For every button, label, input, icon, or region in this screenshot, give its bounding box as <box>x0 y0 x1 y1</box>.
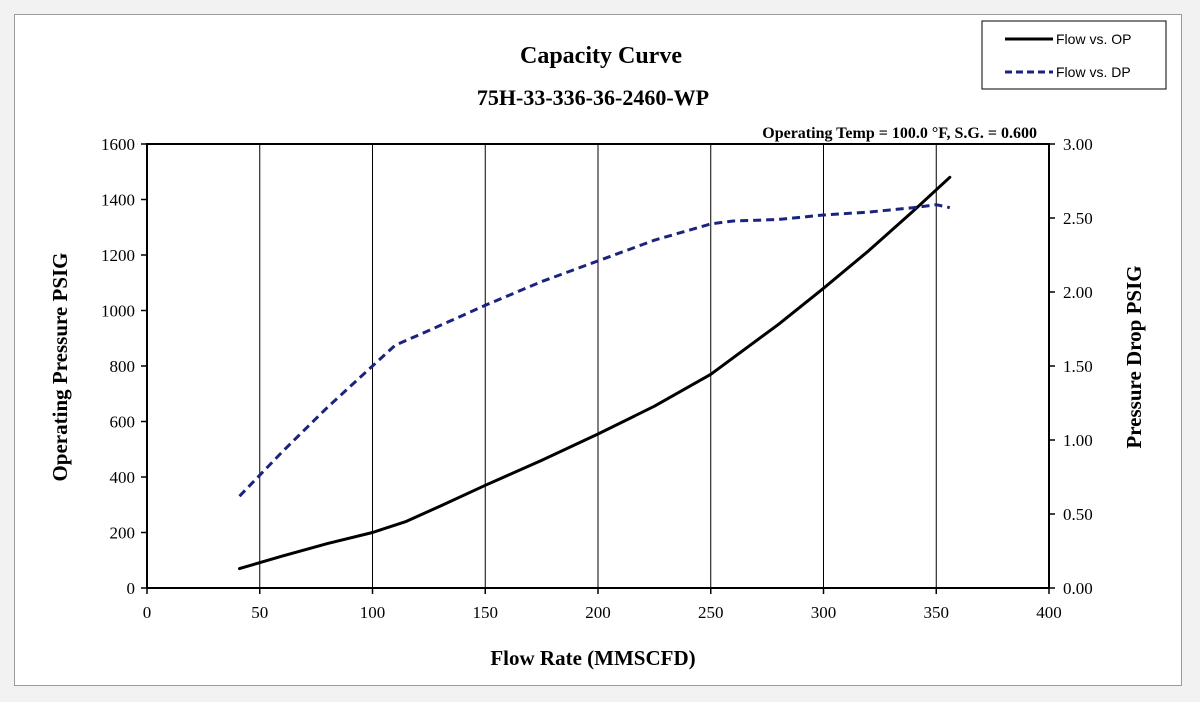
y-tick-label: 400 <box>110 468 136 487</box>
axis-ticks: 0 50 100 150 200 250 300 350 400 0 200 400 600 800 100… <box>101 135 1093 622</box>
grid-lines <box>259 144 937 588</box>
y-tick-label: 0 <box>127 579 136 598</box>
legend: Flow vs. OP Flow vs. DP <box>981 20 1167 90</box>
y2-tick-label: 1.50 <box>1063 357 1093 376</box>
y-tick-label: 1200 <box>101 246 135 265</box>
y-tick-label: 1600 <box>101 135 135 154</box>
y2-tick-label: 3.00 <box>1063 135 1093 154</box>
chart-subtitle: 75H-33-336-36-2460-WP <box>477 85 709 110</box>
x-tick-label: 150 <box>473 603 499 622</box>
y-tick-label: 800 <box>110 357 136 376</box>
x-tick-label: 0 <box>143 603 152 622</box>
x-axis-label: Flow Rate (MMSCFD) <box>490 646 695 670</box>
chart-frame: Capacity Curve 75H-33-336-36-2460-WP Ope… <box>14 14 1182 686</box>
y2-tick-label: 1.00 <box>1063 431 1093 450</box>
legend-label-flow-vs-op: Flow vs. OP <box>1056 31 1131 47</box>
y-tick-label: 600 <box>110 413 136 432</box>
y2-tick-label: 2.00 <box>1063 283 1093 302</box>
chart-title: Capacity Curve <box>520 43 682 69</box>
series-line-flow-vs-op <box>238 175 952 571</box>
series-line-flow-vs-dp <box>238 203 951 498</box>
x-tick-label: 50 <box>251 603 268 622</box>
operating-conditions-annotation: Operating Temp = 100.0 °F, S.G. = 0.600 <box>762 125 1037 142</box>
legend-box <box>981 20 1167 90</box>
x-tick-label: 100 <box>360 603 386 622</box>
x-tick-label: 350 <box>924 603 950 622</box>
y-tick-label: 200 <box>110 524 136 543</box>
x-tick-label: 300 <box>811 603 837 622</box>
y2-axis-label: Pressure Drop PSIG <box>1122 265 1146 448</box>
y2-tick-label: 0.50 <box>1063 505 1093 524</box>
y-axis-label: Operating Pressure PSIG <box>48 252 72 481</box>
x-tick-label: 400 <box>1036 603 1062 622</box>
x-tick-label: 200 <box>585 603 611 622</box>
y2-tick-label: 0.00 <box>1063 579 1093 598</box>
y-tick-label: 1000 <box>101 302 135 321</box>
capacity-chart: Capacity Curve 75H-33-336-36-2460-WP Ope… <box>48 20 1167 670</box>
y-tick-label: 1400 <box>101 191 135 210</box>
y2-tick-label: 2.50 <box>1063 209 1093 228</box>
series-lines <box>238 175 952 571</box>
legend-label-flow-vs-dp: Flow vs. DP <box>1056 64 1131 80</box>
x-tick-label: 250 <box>698 603 724 622</box>
